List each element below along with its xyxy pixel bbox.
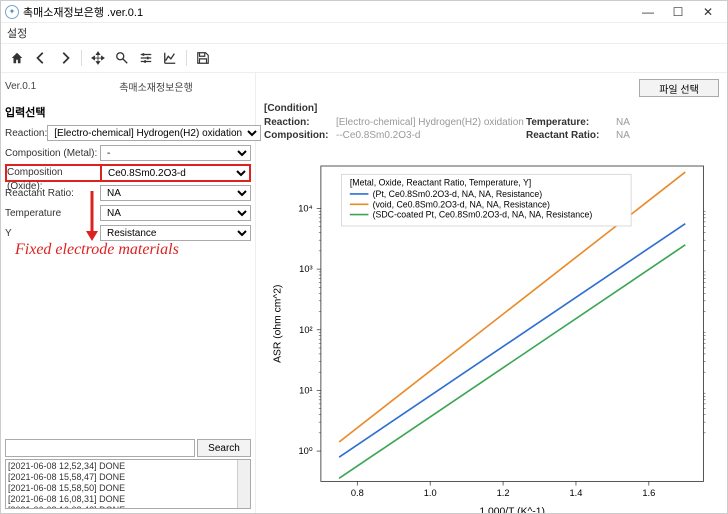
forward-icon[interactable]: [55, 48, 75, 68]
version-label: Ver.0.1: [5, 81, 61, 92]
row-reactant-ratio: Reactant Ratio: NA: [5, 184, 251, 202]
app-window: ✦ 촉매소재정보은행 .ver.0.1 — ☐ ✕ 설정 Ver.0.1 촉매소…: [0, 0, 728, 514]
right-panel: 파일 선택 [Condition] Reaction: [Electro-che…: [256, 73, 727, 513]
reactant-ratio-label: Reactant Ratio:: [5, 188, 100, 199]
svg-text:1.0: 1.0: [424, 488, 437, 498]
log-line: [2021-06-08 15,58,47] DONE: [8, 472, 248, 483]
save-icon[interactable]: [193, 48, 213, 68]
titlebar: ✦ 촉매소재정보은행 .ver.0.1 — ☐ ✕: [1, 1, 727, 23]
cond-reactant-ratio-label: Reactant Ratio:: [526, 130, 616, 141]
app-icon: ✦: [5, 5, 19, 19]
log-box[interactable]: [2021-06-08 12,52,34] DONE [2021-06-08 1…: [5, 459, 251, 509]
search-button[interactable]: Search: [197, 439, 251, 457]
svg-text:10⁰: 10⁰: [299, 446, 313, 456]
home-icon[interactable]: [7, 48, 27, 68]
cond-temperature-label: Temperature:: [526, 117, 616, 128]
cond-temperature-value: NA: [616, 117, 630, 128]
svg-text:1.6: 1.6: [642, 488, 655, 498]
cond-reaction-label: Reaction:: [264, 117, 336, 128]
temperature-label: Temperature: [5, 208, 100, 219]
comp-oxide-select[interactable]: Ce0.8Sm0.2O3-d: [100, 164, 251, 182]
search-input[interactable]: [5, 439, 195, 457]
condition-block: [Condition] Reaction: [Electro-chemical]…: [264, 103, 719, 143]
panel-title: 촉매소재정보은행: [61, 79, 251, 94]
row-reaction: Reaction: [Electro-chemical] Hydrogen(H2…: [5, 124, 251, 142]
content: Ver.0.1 촉매소재정보은행 입력선택 Reaction: [Electro…: [1, 73, 727, 513]
window-title: 촉매소재정보은행 .ver.0.1: [23, 4, 143, 20]
row-comp-oxide: Composition (Oxide): Ce0.8Sm0.2O3-d: [5, 164, 251, 182]
left-panel: Ver.0.1 촉매소재정보은행 입력선택 Reaction: [Electro…: [1, 73, 256, 513]
cond-reactant-ratio-value: NA: [616, 130, 630, 141]
chart-svg: 0.8 1.0 1.2 1.4 1.6 10⁰ 10¹ 10² 10³ 10⁴ 1,000/T (K…: [264, 149, 719, 513]
menu-settings[interactable]: 설정: [7, 28, 27, 40]
svg-text:(SDC-coated Pt, Ce0.8Sm0.2O3-d: (SDC-coated Pt, Ce0.8Sm0.2O3-d, NA, NA, …: [373, 210, 593, 220]
svg-text:1.4: 1.4: [569, 488, 582, 498]
svg-text:ASR (ohm cm^2): ASR (ohm cm^2): [273, 285, 284, 363]
svg-text:0.8: 0.8: [351, 488, 364, 498]
svg-text:10³: 10³: [299, 264, 312, 274]
row-comp-metal: Composition (Metal): -: [5, 144, 251, 162]
log-line: [2021-06-08 12,52,34] DONE: [8, 461, 248, 472]
y-select[interactable]: Resistance: [100, 225, 251, 241]
cond-composition-value: --Ce0.8Sm0.2O3-d: [336, 130, 526, 141]
chart-area: 0.8 1.0 1.2 1.4 1.6 10⁰ 10¹ 10² 10³ 10⁴ 1,000/T (K…: [264, 149, 719, 513]
cond-reaction-value: [Electro-chemical] Hydrogen(H2) oxidatio…: [336, 117, 526, 128]
svg-text:(void, Ce0.8Sm0.2O3-d, NA, NA,: (void, Ce0.8Sm0.2O3-d, NA, NA, Resistanc…: [373, 199, 550, 209]
log-line: [2021-06-08 15,58,50] DONE: [8, 483, 248, 494]
svg-text:10⁴: 10⁴: [298, 204, 312, 214]
svg-text:10¹: 10¹: [299, 386, 312, 396]
menubar: 설정: [1, 23, 727, 44]
annotation-text: Fixed electrode materials: [15, 241, 179, 259]
reactant-ratio-select[interactable]: NA: [100, 185, 251, 201]
svg-text:1,000/T (K^-1): 1,000/T (K^-1): [479, 506, 545, 513]
log-line: [2021-06-08 16,08,43] DONE: [8, 505, 248, 509]
reaction-select[interactable]: [Electro-chemical] Hydrogen(H2) oxidatio…: [47, 125, 261, 141]
move-icon[interactable]: [88, 48, 108, 68]
row-temperature: Temperature NA: [5, 204, 251, 222]
comp-metal-select[interactable]: -: [100, 145, 251, 161]
reaction-label: Reaction:: [5, 128, 47, 139]
file-select-button[interactable]: 파일 선택: [639, 79, 719, 97]
input-group-label: 입력선택: [5, 104, 251, 120]
temperature-select[interactable]: NA: [100, 205, 251, 221]
svg-text:10²: 10²: [299, 325, 312, 335]
chart-icon[interactable]: [160, 48, 180, 68]
row-y: Y Resistance: [5, 224, 251, 242]
svg-text:[Metal, Oxide, Reactant Ratio,: [Metal, Oxide, Reactant Ratio, Temperatu…: [350, 178, 531, 188]
condition-title: [Condition]: [264, 103, 719, 114]
toolbar: [1, 44, 727, 73]
svg-text:1.2: 1.2: [497, 488, 510, 498]
maximize-button[interactable]: ☐: [663, 2, 693, 22]
config-icon[interactable]: [136, 48, 156, 68]
comp-metal-label: Composition (Metal):: [5, 148, 100, 159]
cond-composition-label: Composition:: [264, 130, 336, 141]
close-button[interactable]: ✕: [693, 2, 723, 22]
comp-oxide-label: Composition (Oxide):: [5, 164, 100, 182]
log-line: [2021-06-08 16,08,31] DONE: [8, 494, 248, 505]
y-label: Y: [5, 228, 100, 239]
zoom-icon[interactable]: [112, 48, 132, 68]
back-icon[interactable]: [31, 48, 51, 68]
svg-text:(Pt, Ce0.8Sm0.2O3-d, NA, NA, R: (Pt, Ce0.8Sm0.2O3-d, NA, NA, Resistance): [373, 189, 543, 199]
minimize-button[interactable]: —: [633, 2, 663, 22]
